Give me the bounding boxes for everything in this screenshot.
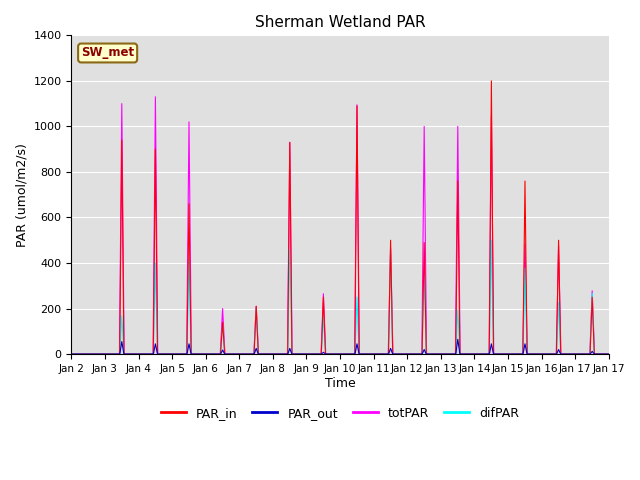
PAR_out xyxy=(372,351,380,357)
Line: totPAR: totPAR xyxy=(72,97,609,354)
Y-axis label: PAR (umol/m2/s): PAR (umol/m2/s) xyxy=(15,143,28,247)
difPAR xyxy=(237,351,245,357)
Line: PAR_out: PAR_out xyxy=(72,339,609,354)
PAR_in xyxy=(598,351,605,357)
totPAR xyxy=(121,351,129,357)
PAR_out xyxy=(502,351,509,357)
totPAR xyxy=(152,94,159,100)
totPAR xyxy=(68,351,76,357)
difPAR xyxy=(605,351,612,357)
Legend: PAR_in, PAR_out, totPAR, difPAR: PAR_in, PAR_out, totPAR, difPAR xyxy=(156,402,524,425)
Text: SW_met: SW_met xyxy=(81,47,134,60)
difPAR xyxy=(372,351,380,357)
PAR_in xyxy=(605,351,612,357)
PAR_out xyxy=(532,351,540,357)
PAR_in xyxy=(68,351,76,357)
difPAR xyxy=(502,351,509,357)
PAR_out xyxy=(68,351,76,357)
difPAR xyxy=(68,351,76,357)
Line: PAR_in: PAR_in xyxy=(72,81,609,354)
PAR_in xyxy=(372,351,380,357)
totPAR xyxy=(372,351,380,357)
difPAR xyxy=(532,351,540,357)
PAR_out xyxy=(605,351,612,357)
PAR_in xyxy=(532,351,540,357)
PAR_in xyxy=(488,78,495,84)
Title: Sherman Wetland PAR: Sherman Wetland PAR xyxy=(255,15,426,30)
PAR_out xyxy=(237,351,245,357)
PAR_out xyxy=(121,351,129,357)
PAR_in xyxy=(237,351,245,357)
totPAR xyxy=(605,351,612,357)
PAR_out xyxy=(454,336,461,342)
difPAR xyxy=(121,351,129,357)
difPAR xyxy=(598,351,605,357)
totPAR xyxy=(237,351,245,357)
PAR_out xyxy=(598,351,605,357)
Line: difPAR: difPAR xyxy=(72,240,609,354)
PAR_in xyxy=(502,351,509,357)
totPAR xyxy=(598,351,605,357)
X-axis label: Time: Time xyxy=(324,377,355,390)
totPAR xyxy=(502,351,509,357)
difPAR xyxy=(488,238,495,243)
totPAR xyxy=(532,351,540,357)
PAR_in xyxy=(121,351,129,357)
